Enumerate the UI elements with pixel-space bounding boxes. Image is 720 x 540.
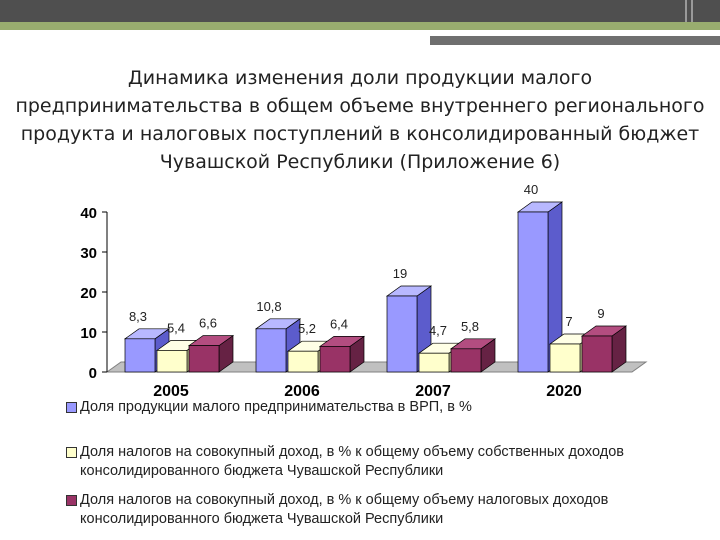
- bar: [450, 348, 482, 373]
- data-label: 5,4: [167, 320, 185, 335]
- legend-item-series-1: Доля продукции малого предпринимательств…: [66, 398, 686, 417]
- y-tick-label: 10: [80, 325, 97, 342]
- header-corner-lines: [685, 0, 693, 22]
- legend-label-line: Доля налогов на совокупный доход, в % к …: [80, 444, 624, 460]
- title-line: предпринимательства в общем объеме внутр…: [15, 95, 705, 117]
- data-label: 6,6: [199, 316, 217, 331]
- bar: [156, 350, 188, 373]
- data-label: 19: [393, 266, 407, 281]
- data-label: 40: [524, 182, 538, 197]
- data-label: 10,8: [256, 299, 281, 314]
- title-line: Динамика изменения доли продукции малого: [127, 67, 593, 89]
- data-label: 5,8: [461, 319, 479, 334]
- header-band-accent: [0, 22, 720, 30]
- bar: [124, 338, 156, 373]
- bar: [517, 211, 549, 373]
- data-label: 6,4: [330, 316, 348, 331]
- legend-label-line: Доля налогов на совокупный доход, в % к …: [80, 492, 609, 508]
- legend-label: Доля продукции малого предпринимательств…: [80, 399, 472, 415]
- legend-item-series-3: Доля налогов на совокупный доход, в % к …: [66, 491, 686, 529]
- x-tick-label: 2007: [415, 383, 451, 400]
- title-line: продукта и налоговых поступлений в консо…: [20, 123, 700, 145]
- bar: [188, 345, 220, 373]
- slide-title: Динамика изменения доли продукции малого…: [0, 64, 720, 176]
- legend-swatch: [66, 495, 77, 506]
- bar: [549, 343, 581, 373]
- bar: [386, 295, 418, 373]
- legend-item-series-2: Доля налогов на совокупный доход, в % к …: [66, 443, 686, 481]
- y-tick-label: 0: [89, 365, 97, 382]
- header-band-dark: [0, 0, 720, 22]
- data-label: 4,7: [429, 323, 447, 338]
- y-tick-label: 30: [80, 245, 97, 262]
- data-label: 9: [597, 306, 604, 321]
- header-band-segment: [430, 36, 720, 45]
- data-label: 5,2: [298, 321, 316, 336]
- bar: [319, 346, 351, 373]
- bar: [581, 335, 613, 373]
- legend-swatch: [66, 447, 77, 458]
- x-tick-label: 2020: [546, 383, 582, 400]
- legend-swatch: [66, 402, 77, 413]
- bar: [287, 350, 319, 373]
- title-line: Чувашской Республики (Приложение 6): [159, 151, 561, 173]
- chart-legend: Доля продукции малого предпринимательств…: [66, 398, 686, 539]
- y-tick-label: 20: [80, 285, 97, 302]
- legend-label-line: консолидированного бюджета Чувашской Рес…: [80, 511, 444, 527]
- legend-label-line: консолидированного бюджета Чувашской Рес…: [80, 463, 444, 479]
- bar: [418, 352, 450, 373]
- bar: [255, 328, 287, 373]
- bar-chart: 0 10 20 30 40 8,3 5,4 6,6 2005 10,8 5,2 6,4 2006 19 4,…: [80, 182, 648, 400]
- x-tick-label: 2006: [284, 383, 320, 400]
- x-tick-label: 2005: [153, 383, 189, 400]
- data-label: 8,3: [129, 309, 147, 324]
- y-tick-label: 40: [80, 205, 97, 222]
- data-label: 7: [565, 314, 572, 329]
